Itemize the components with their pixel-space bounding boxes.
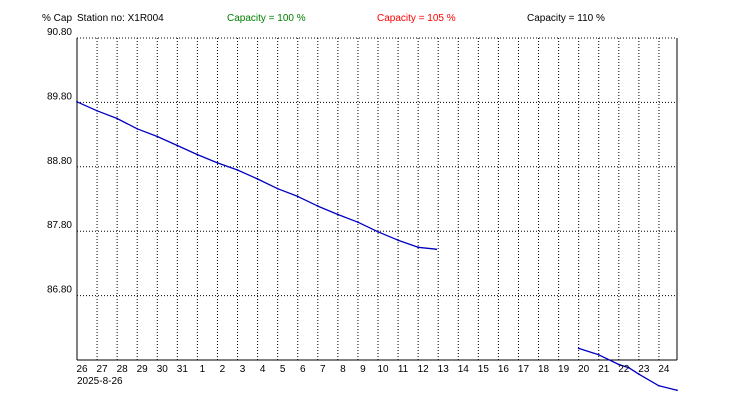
x-tick-label: 18 [538, 364, 550, 375]
series-point [397, 239, 399, 242]
series-point [336, 213, 339, 216]
x-tick-label: 26 [76, 364, 88, 375]
label-layer: 26 27 28 29 30 31 1 2 3 4 5 6 7 8 9 10 11 12 13 14 15 16 17 18 1… [47, 27, 670, 387]
x-tick-label: 4 [260, 364, 266, 375]
series-point [156, 135, 159, 138]
series-point [276, 187, 279, 190]
x-tick-label: 29 [137, 364, 149, 375]
x-tick-label: 16 [498, 364, 510, 375]
series-point [236, 169, 239, 171]
x-tick-label: 23 [638, 364, 650, 375]
x-tick-label: 30 [157, 364, 169, 375]
x-start-date-label: 2025-8-26 [77, 376, 123, 387]
x-tick-label: 15 [478, 364, 490, 375]
series-point [597, 353, 600, 356]
series-layer [76, 100, 678, 392]
series-point [417, 246, 420, 249]
series-point [216, 162, 219, 164]
x-tick-label: 14 [458, 364, 470, 375]
y-tick-label: 87.80 [47, 220, 72, 231]
y-tick-label: 86.80 [47, 285, 72, 296]
series-point [176, 144, 179, 147]
series-point [637, 373, 640, 376]
x-tick-label: 22 [618, 364, 630, 375]
x-tick-label: 1 [200, 364, 206, 375]
series-point [577, 347, 580, 350]
series-point [256, 178, 259, 180]
series-point [116, 117, 119, 120]
x-tick-label: 5 [280, 364, 286, 375]
x-tick-label: 19 [558, 364, 570, 375]
x-tick-label: 12 [418, 364, 430, 375]
capacity-110-label: Capacity = 110 % [527, 13, 605, 24]
x-tick-label: 8 [340, 364, 346, 375]
x-tick-label: 24 [658, 364, 670, 375]
series-point [136, 127, 139, 130]
x-tick-label: 6 [300, 364, 306, 375]
y-tick-label: 88.80 [47, 156, 72, 167]
capacity-100-label: Capacity = 100 % [227, 13, 306, 24]
x-tick-label: 31 [177, 364, 189, 375]
x-tick-label: 27 [97, 364, 109, 375]
series-point [377, 230, 379, 233]
series-point [658, 384, 660, 387]
axis-layer [76, 38, 678, 361]
x-tick-label: 7 [320, 364, 326, 375]
y-tick-label: 90.80 [47, 27, 72, 38]
x-tick-label: 10 [377, 364, 389, 375]
x-tick-label: 20 [578, 364, 590, 375]
series-point [76, 100, 78, 103]
x-tick-label: 28 [117, 364, 129, 375]
series-point [627, 366, 630, 369]
x-tick-label: 17 [518, 364, 530, 375]
x-tick-label: 13 [438, 364, 450, 375]
y-tick-label: 89.80 [47, 91, 72, 102]
x-tick-label: 11 [398, 364, 409, 375]
x-tick-label: 3 [240, 364, 246, 375]
x-tick-label: 9 [360, 364, 366, 375]
series-point [357, 221, 359, 224]
capacity-105-label: Capacity = 105 % [377, 13, 456, 24]
x-tick-label: 2 [220, 364, 226, 375]
series-point [296, 195, 299, 198]
y-axis-unit-label: % Cap [42, 13, 73, 24]
grid-layer [76, 37, 677, 360]
series-point [435, 248, 438, 251]
x-tick-label: 21 [598, 364, 610, 375]
series-point [617, 363, 620, 366]
series-point [316, 205, 319, 207]
series-point [196, 153, 199, 156]
series-line-segment [76, 101, 437, 250]
series-point [676, 389, 678, 392]
station-label: Station no: X1R004 [77, 13, 164, 24]
series-point [96, 109, 98, 112]
